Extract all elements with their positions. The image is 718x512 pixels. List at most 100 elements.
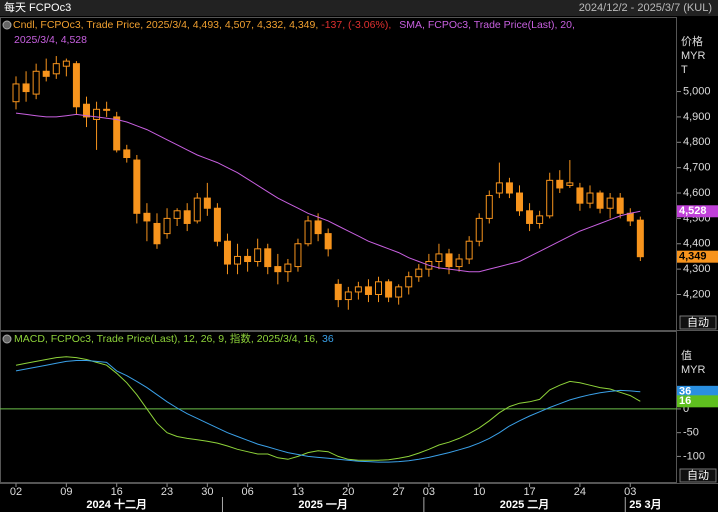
candle-body bbox=[163, 217, 171, 235]
candle-body bbox=[12, 83, 20, 103]
candle-body bbox=[485, 195, 493, 219]
month-label: 25 3月 bbox=[629, 498, 661, 511]
candle-body bbox=[566, 182, 574, 186]
candle-body bbox=[113, 116, 121, 151]
x-tick-label: 06 bbox=[241, 486, 253, 498]
y-tick-label: 4,400 bbox=[683, 238, 711, 250]
candle-body bbox=[516, 192, 523, 212]
y-tick-label: 4,300 bbox=[683, 263, 711, 275]
y-tick-label: -50 bbox=[683, 427, 699, 439]
candle-body bbox=[193, 197, 201, 222]
candle-body bbox=[415, 268, 423, 278]
candle-body bbox=[123, 149, 131, 159]
auto-button-label[interactable]: 自动 bbox=[687, 469, 709, 482]
candle-body bbox=[264, 248, 272, 268]
macd-line bbox=[15, 356, 641, 461]
macd-line bbox=[15, 360, 641, 463]
candle-body bbox=[254, 248, 262, 263]
candle-body bbox=[223, 240, 231, 265]
candle-body bbox=[93, 108, 101, 120]
candle-body bbox=[495, 182, 503, 194]
legend-icon[interactable] bbox=[2, 20, 12, 30]
x-tick-label: 17 bbox=[523, 486, 535, 498]
last-value-label: 4,528 bbox=[679, 205, 707, 217]
candle-body bbox=[354, 286, 362, 293]
candle-body bbox=[314, 220, 322, 235]
x-tick-label: 13 bbox=[292, 486, 304, 498]
candle-body bbox=[143, 212, 151, 222]
auto-button-label[interactable]: 自动 bbox=[687, 316, 709, 329]
auto-button[interactable] bbox=[679, 468, 717, 483]
instrument-title: 每天 FCPOc3 bbox=[4, 0, 71, 14]
candle-body bbox=[82, 103, 90, 118]
candle-body bbox=[32, 70, 40, 95]
candle-body bbox=[596, 192, 604, 209]
x-tick-label: 24 bbox=[574, 486, 586, 498]
y-tick-label: 0 bbox=[683, 403, 689, 415]
candle-body bbox=[364, 286, 372, 295]
candle-body bbox=[475, 217, 483, 242]
axis-label: 价格 bbox=[681, 34, 703, 48]
candle-body bbox=[334, 283, 342, 301]
month-label: 2025 一月 bbox=[298, 498, 348, 511]
last-value-label: 4,349 bbox=[679, 251, 707, 263]
y-tick-label: 4,600 bbox=[683, 187, 711, 199]
candle-body bbox=[395, 286, 403, 298]
candle-body bbox=[455, 258, 463, 268]
y-tick-label: 4,200 bbox=[683, 288, 711, 300]
candle-body bbox=[344, 291, 352, 301]
candle-body bbox=[636, 219, 644, 258]
last-value-label: 36 bbox=[679, 386, 691, 398]
candle-body bbox=[133, 159, 141, 214]
candle-body bbox=[274, 266, 282, 273]
candle-body bbox=[234, 255, 242, 265]
candle-body bbox=[445, 253, 453, 268]
candle-body bbox=[22, 83, 30, 93]
candle-body bbox=[213, 207, 221, 242]
x-tick-label: 03 bbox=[423, 486, 435, 498]
candle-body bbox=[203, 197, 211, 209]
axis-label: T bbox=[681, 64, 688, 76]
candle-body bbox=[183, 210, 191, 224]
last-value-box bbox=[677, 250, 718, 263]
candle-body bbox=[576, 187, 584, 204]
candle-body bbox=[586, 192, 594, 204]
auto-button[interactable] bbox=[679, 315, 717, 330]
candle-body bbox=[244, 255, 252, 263]
x-tick-label: 10 bbox=[473, 486, 485, 498]
candle-body bbox=[606, 197, 614, 209]
last-value-box bbox=[677, 395, 718, 408]
last-value-box bbox=[677, 385, 718, 398]
candle-body bbox=[435, 253, 443, 263]
candle-body bbox=[526, 210, 534, 224]
candle-body bbox=[505, 182, 513, 194]
axis-label: MYR bbox=[681, 364, 706, 376]
candle-body bbox=[536, 215, 544, 224]
price-panel bbox=[0, 17, 677, 331]
candle-body bbox=[385, 281, 393, 298]
legend-text: SMA, FCPOc3, Trade Price(Last), 20, bbox=[399, 19, 575, 31]
candle-body bbox=[546, 179, 554, 217]
x-tick-label: 27 bbox=[393, 486, 405, 498]
axis-label: MYR bbox=[681, 50, 706, 62]
x-tick-label: 16 bbox=[111, 486, 123, 498]
x-tick-label: 30 bbox=[201, 486, 213, 498]
candle-body bbox=[52, 63, 60, 75]
last-value-box bbox=[677, 205, 718, 218]
axis-label: 值 bbox=[681, 349, 692, 362]
candle-body bbox=[304, 220, 312, 245]
x-tick-label: 23 bbox=[161, 486, 173, 498]
x-tick-label: 03 bbox=[624, 486, 636, 498]
legend-text: -137, (-3.06%), bbox=[321, 19, 391, 31]
sma-line bbox=[15, 112, 641, 273]
legend: 2025/3/4, 4,528 bbox=[14, 34, 87, 46]
legend-icon[interactable] bbox=[2, 334, 12, 344]
last-value-label: 16 bbox=[679, 395, 691, 407]
y-tick-label: 4,900 bbox=[683, 111, 711, 123]
legend: MACD, FCPOc3, Trade Price(Last), 12, 26,… bbox=[14, 332, 334, 345]
candle-body bbox=[153, 222, 161, 245]
candle-body bbox=[42, 70, 50, 77]
y-tick-label: 4,700 bbox=[683, 162, 711, 174]
legend-text: 2025/3/4, 4,528 bbox=[14, 34, 87, 46]
legend: Cndl, FCPOc3, Trade Price, 2025/3/4, 4,4… bbox=[13, 19, 575, 31]
